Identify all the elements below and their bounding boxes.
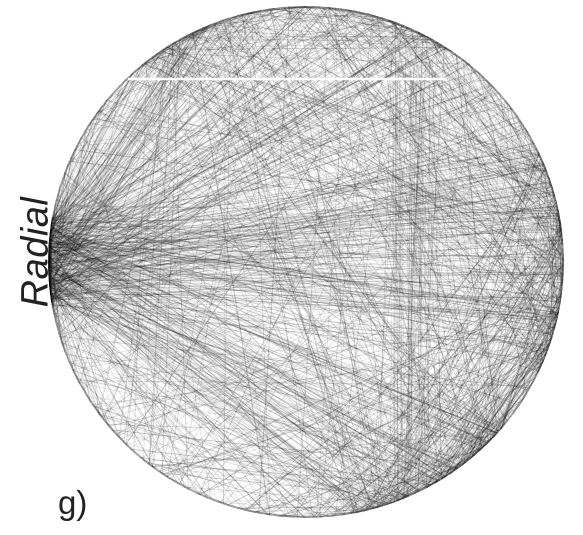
graph-edge — [340, 8, 564, 257]
panel-letter: g) — [58, 484, 87, 522]
graph-edge — [427, 242, 563, 488]
layout-label: Radial — [15, 197, 58, 308]
edge-layer — [48, 6, 564, 518]
